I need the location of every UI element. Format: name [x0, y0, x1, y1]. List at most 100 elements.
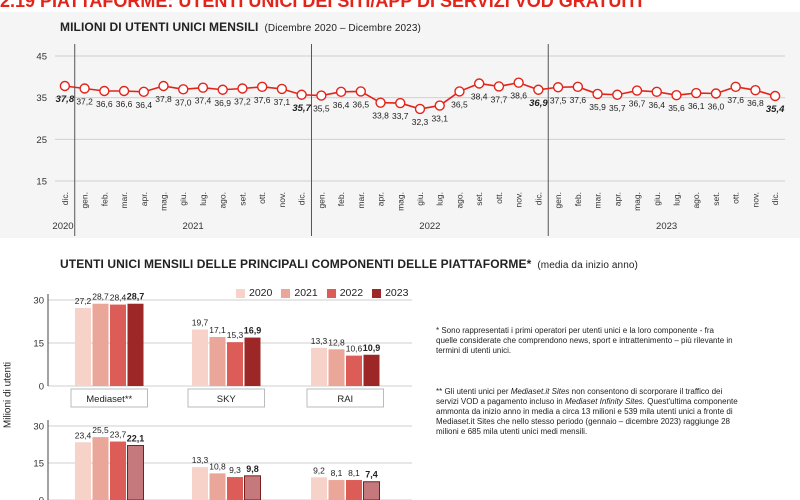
x-tick-4: apr.: [139, 192, 149, 206]
bar1-label-2-1: 12,8: [328, 337, 345, 347]
data-point-4: [138, 86, 149, 98]
data-label-31: 35,6: [668, 103, 685, 113]
x-tick-27: mar.: [593, 192, 603, 209]
line-chart-panel: [0, 12, 800, 238]
bar2-2-3: [363, 481, 380, 500]
bar2-label-2-2: 8,1: [348, 468, 360, 478]
bar1-2-0: [311, 347, 327, 386]
data-label-26: 37,6: [570, 95, 587, 105]
data-point-13: [316, 90, 327, 101]
data-label-2: 36,6: [96, 99, 113, 109]
bar1-1-2: [227, 342, 243, 386]
bar1-label-0-3: 28,7: [127, 292, 145, 302]
bar1-2-1: [328, 349, 345, 386]
data-point-36: [769, 90, 781, 102]
x-tick-3: mar.: [119, 192, 129, 209]
bar2-1-0: [192, 467, 208, 500]
data-point-6: [178, 84, 189, 95]
bar2-label-2-0: 9,2: [313, 465, 325, 475]
bar1-2-3: [363, 354, 380, 386]
legend-item-2020: 2020: [236, 287, 272, 299]
bar1-label-0-2: 28,4: [110, 293, 127, 303]
data-point-30: [651, 86, 662, 98]
bar1-0-2: [110, 304, 126, 386]
bar2-0-3: [127, 444, 144, 500]
data-point-26: [572, 81, 584, 93]
footnote-2-mid: non consentono di scorporare il traffico…: [436, 387, 723, 406]
data-label-10: 37,6: [254, 95, 271, 105]
data-point-9: [237, 83, 248, 94]
legend-label-2021: 2021: [294, 287, 318, 299]
data-point-15: [355, 86, 367, 97]
bar2-label-1-2: 9,3: [229, 465, 241, 475]
data-point-28: [612, 89, 623, 100]
data-point-18: [414, 103, 426, 115]
data-label-30: 36,4: [648, 100, 665, 110]
bar1-label-1-2: 15,3: [227, 330, 244, 340]
bar2-2-1: [328, 480, 345, 500]
x-tick-17: mag.: [395, 192, 405, 211]
bar2-label-1-1: 10,8: [209, 461, 226, 471]
x-tick-5: mag.: [159, 192, 169, 211]
data-label-28: 35,7: [609, 103, 626, 113]
bar2-label-0-1: 25,5: [92, 425, 109, 435]
y-tick-25: 25: [36, 135, 47, 146]
x-tick-33: set.: [711, 192, 721, 206]
bar2-0-1: [92, 437, 109, 500]
data-point-10: [256, 81, 268, 93]
bar2-label-0-0: 23,4: [75, 430, 92, 440]
data-label-32: 36,1: [688, 101, 705, 111]
x-tick-20: ago.: [454, 192, 464, 209]
bar1-1-1: [209, 336, 226, 386]
x-tick-16: apr.: [376, 192, 386, 206]
x-tick-1: gen.: [80, 192, 90, 209]
legend-label-2023: 2023: [385, 287, 409, 299]
data-label-7: 37,4: [195, 96, 212, 106]
data-label-24: 36,9: [529, 98, 548, 109]
bar1-label-1-0: 19,7: [192, 318, 209, 328]
bar1-y-tick-0: 0: [39, 382, 44, 393]
data-point-21: [473, 78, 485, 89]
data-point-32: [691, 87, 702, 99]
x-tick-8: ago.: [218, 192, 228, 209]
bar2-label-0-2: 23,7: [110, 430, 127, 440]
bar2-1-3: [244, 475, 261, 500]
bar1-y-tick-15: 15: [33, 339, 44, 350]
data-point-8: [217, 84, 228, 95]
data-label-9: 37,2: [234, 97, 251, 107]
data-label-11: 37,1: [274, 97, 291, 107]
footnote-2-em2: Mediaset Infinity Sites.: [564, 397, 645, 406]
category-box-1: [187, 388, 265, 408]
x-tick-36: dic.: [770, 192, 780, 205]
data-point-19: [434, 100, 445, 111]
data-point-35: [750, 84, 761, 96]
bar2-0-0: [75, 442, 91, 500]
x-tick-10: ott.: [257, 192, 267, 204]
bar2-0-2: [110, 441, 126, 500]
data-point-33: [710, 88, 722, 99]
footnote-2-em1: Mediaset.it Sites: [510, 387, 570, 396]
bar-chart-subtitle: (media da inizio anno): [537, 260, 638, 271]
category-label-2: RAI: [337, 394, 353, 405]
data-point-25: [552, 82, 564, 93]
bar2-y-tick-0: 0: [39, 496, 44, 500]
data-point-12: [296, 89, 307, 100]
data-label-22: 37,7: [491, 94, 508, 104]
data-label-13: 35,5: [313, 104, 330, 114]
data-point-16: [375, 97, 386, 108]
bar-legend: 2020 2021 2022 2023: [236, 287, 408, 299]
data-label-16: 33,8: [372, 111, 389, 121]
bar1-1-0: [192, 329, 208, 386]
legend-swatch-2021: [281, 288, 291, 298]
bar2-2-2: [346, 480, 362, 500]
x-tick-13: gen.: [316, 192, 326, 209]
data-point-7: [197, 82, 209, 93]
bar2-label-2-3: 7,4: [365, 470, 378, 480]
x-tick-32: ago.: [691, 192, 701, 209]
data-label-21: 38,4: [471, 92, 488, 102]
bar1-y-tick-30: 30: [33, 296, 44, 307]
category-label-0: Mediaset**: [86, 394, 132, 405]
data-point-24: [533, 84, 544, 95]
data-point-23: [513, 77, 524, 88]
year-label-2023: 2023: [656, 221, 677, 232]
